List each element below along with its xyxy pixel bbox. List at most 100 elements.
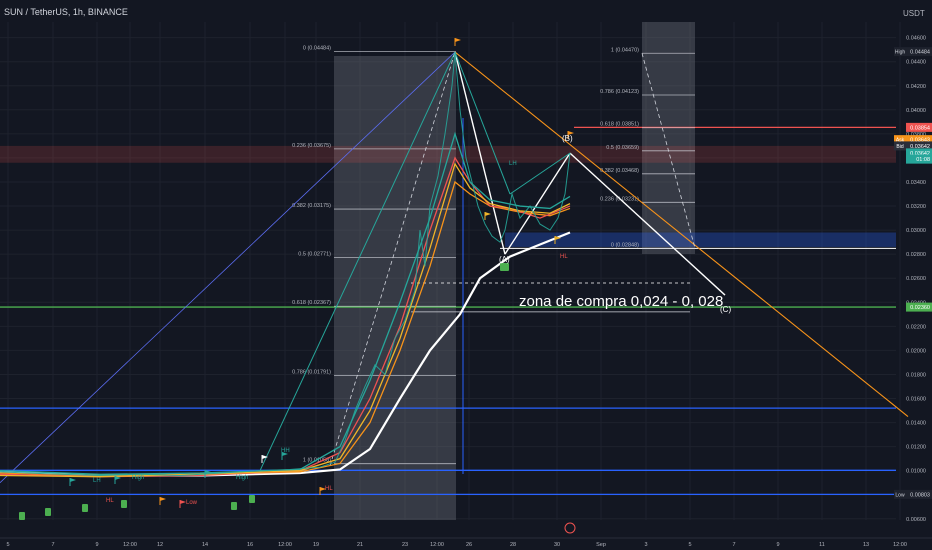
y-tick-label: 0.04400 <box>906 60 926 66</box>
rally-dashed <box>329 51 456 466</box>
price-tag-value: 0.03642 <box>910 151 930 157</box>
fibonacci-levels: 0 (0.04484) 0.236 (0.03675) 0.382 (0.03175… <box>292 46 695 465</box>
buy-arrow-icon <box>82 504 88 512</box>
y-axis[interactable]: 0.006000.008000.010000.012000.014000.016… <box>906 36 926 523</box>
symbol-title: SUN / TetherUS, 1h, BINANCE <box>4 7 128 17</box>
high-label-2: High <box>236 475 248 481</box>
y-tick-label: 0.01800 <box>906 372 926 378</box>
fib-level-label: 0.236 (0.03675) <box>292 143 331 149</box>
price-series <box>0 52 571 476</box>
y-tick-label: 0.03200 <box>906 204 926 210</box>
wave-line-a <box>454 51 506 255</box>
highlight-zone-rally <box>334 56 456 520</box>
price-tag-label-box <box>894 141 906 151</box>
flag-icon <box>180 500 186 504</box>
annotations: zona de compra 0,024 - 0, 028 (A) (B) (C) HL… <box>93 134 731 506</box>
y-tick-label: 0.01200 <box>906 445 926 451</box>
price-tag-label-box <box>894 489 906 499</box>
buy-arrow-icon <box>19 512 25 520</box>
flag-icon <box>160 497 166 501</box>
y-tick-label: 0.02800 <box>906 252 926 258</box>
x-tick-label: 23 <box>402 542 408 548</box>
projection-dashed <box>641 53 696 249</box>
trendline-blue <box>0 51 456 484</box>
x-tick-label: 28 <box>510 542 516 548</box>
x-tick-label: 12 <box>157 542 163 548</box>
y-tick-label: 0.03800 <box>906 132 926 138</box>
support-zone <box>505 232 896 247</box>
x-tick-label: 13 <box>863 542 869 548</box>
price-tag-value: 0.04484 <box>910 50 930 56</box>
price-tag-box <box>906 489 932 499</box>
buy-arrow-icon <box>121 500 127 508</box>
x-tick-label: 21 <box>357 542 363 548</box>
lh-label-2: LH <box>509 161 517 167</box>
x-tick-label: 9 <box>776 542 779 548</box>
fib-level-label: 0.786 (0.01791) <box>292 370 331 376</box>
x-tick-label: 12:00 <box>430 542 444 548</box>
x-tick-label: 12:00 <box>123 542 137 548</box>
flag-icon <box>485 212 491 216</box>
x-tick-label: 12:00 <box>278 542 292 548</box>
lh-label: LH <box>93 478 101 484</box>
fib-level-label: 1 (0.01058) <box>303 458 331 464</box>
wave-b-label: (B) <box>562 134 573 143</box>
y-tick-label: 0.00600 <box>906 517 926 523</box>
x-tick-label: 3 <box>644 542 647 548</box>
price-tag-value: 0.00803 <box>910 492 930 498</box>
y-tick-label: 0.04600 <box>906 36 926 42</box>
price-tag-value: 0.03854 <box>910 125 930 131</box>
fib-level-label: 0.5 (0.03659) <box>606 145 639 151</box>
currency-label: USDT <box>903 9 925 18</box>
wave-line-c <box>569 152 726 296</box>
price-tag-box <box>906 141 932 151</box>
fib-level-label: 1 (0.04470) <box>611 47 639 53</box>
price-tag-box <box>906 135 932 145</box>
fib-level-label: 0.5 (0.02771) <box>298 252 331 258</box>
x-tick-label: 5 <box>6 542 9 548</box>
price-tag-box <box>906 148 932 158</box>
buy-zone-label: zona de compra 0,024 - 0, 028 <box>519 293 723 310</box>
price-tag-value: 0.03642 <box>910 144 930 150</box>
shaded-zones <box>0 22 896 520</box>
flag-icon <box>115 476 121 480</box>
price-tag-label: Bid <box>896 144 903 150</box>
price-tag-label: Ask <box>896 138 905 144</box>
price-tag-value: 0.03643 <box>910 138 930 144</box>
wave-c-label: (C) <box>720 305 731 314</box>
y-tick-label: 0.04000 <box>906 108 926 114</box>
price-line <box>0 52 571 476</box>
hl-label-2: HL <box>106 498 114 504</box>
fib-level-label: 0 (0.04484) <box>303 46 331 52</box>
y-tick-label: 0.03000 <box>906 228 926 234</box>
x-tick-label: 26 <box>466 542 472 548</box>
fib-level-label: 0.786 (0.04123) <box>600 89 639 95</box>
y-tick-label: 0.04200 <box>906 84 926 90</box>
buy-arrow-icon <box>231 502 237 510</box>
flag-icon <box>262 455 268 459</box>
x-tick-label: 16 <box>247 542 253 548</box>
fib-level-label: 0.618 (0.03851) <box>600 122 639 128</box>
hl-label-3: HL <box>325 486 333 492</box>
trendline-green-3 <box>509 152 571 195</box>
price-tag-box <box>906 122 932 132</box>
buy-arrow-icon <box>500 263 509 271</box>
price-tag-label: Low <box>895 492 905 498</box>
fib-level-label: 0.382 (0.03468) <box>600 168 639 174</box>
moving-average-line <box>0 131 571 475</box>
flag-icon <box>70 478 76 482</box>
x-tick-label: 5 <box>688 542 691 548</box>
x-tick-label: 12:00 <box>893 542 907 548</box>
trend-lines <box>0 51 909 484</box>
markers <box>19 38 576 534</box>
flag-icon <box>205 470 211 474</box>
x-axis[interactable]: 5 7 9 12:00 12 14 16 12:00 19 21 23 12:00 26 28 30 Sep 3… <box>0 537 932 548</box>
y-tick-label: 0.02200 <box>906 324 926 330</box>
resistance-zone <box>0 145 896 163</box>
horizontal-lines <box>0 118 896 496</box>
wave-line-b <box>504 152 571 255</box>
flag-icon <box>568 131 574 135</box>
fib-level-label: 0.618 (0.02367) <box>292 300 331 306</box>
